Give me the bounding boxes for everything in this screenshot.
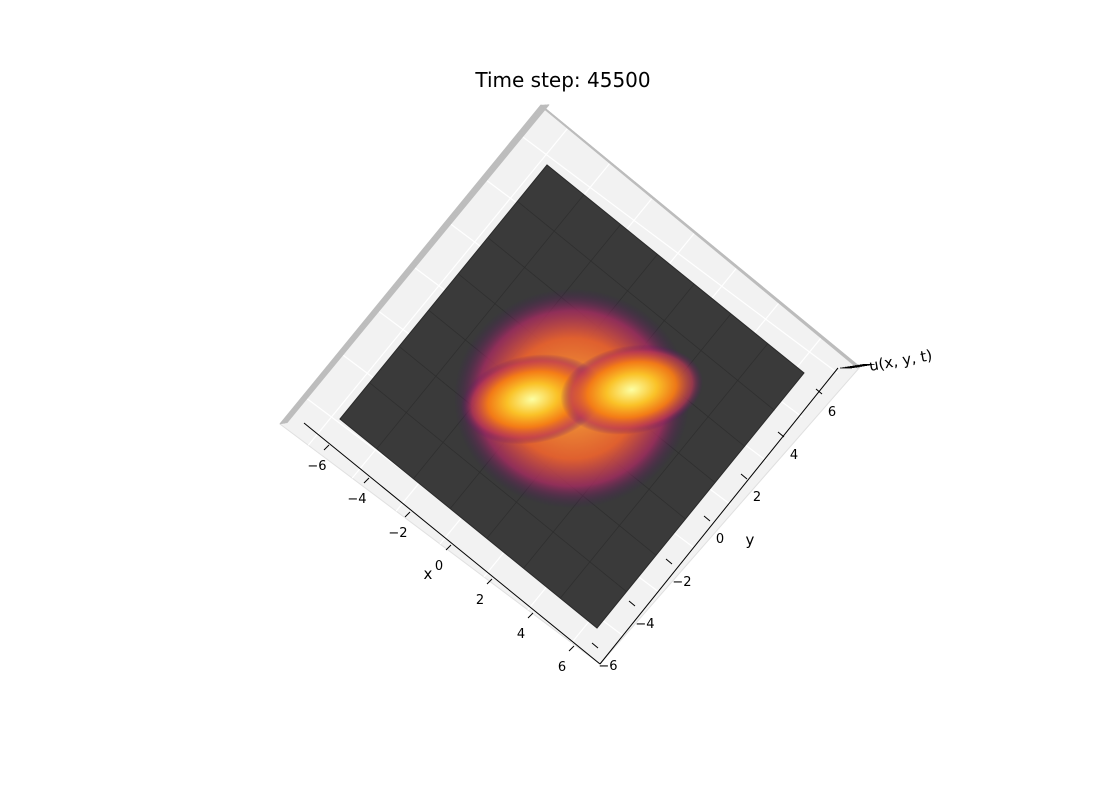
y-tick-mark xyxy=(591,642,599,649)
x-tick-label: −6 xyxy=(307,459,326,474)
y-tick-label: 6 xyxy=(828,405,836,420)
y-tick-label: −6 xyxy=(598,659,617,674)
x-tick-mark xyxy=(323,444,330,451)
mesh-line xyxy=(559,343,768,599)
x-axis-label: x xyxy=(424,565,433,583)
y-axis-line xyxy=(599,367,839,665)
y-tick-mark xyxy=(665,558,673,565)
back-pane-line xyxy=(286,104,550,424)
y-tick-label: 0 xyxy=(716,532,724,547)
x-tick-mark xyxy=(568,645,575,652)
z-axis-label: u(x, y, t) xyxy=(868,346,934,375)
grid-line xyxy=(517,132,839,374)
mesh-line xyxy=(376,194,585,450)
mesh-line xyxy=(369,382,627,593)
y-tick-mark xyxy=(815,388,823,395)
y-axis-label: y xyxy=(746,531,755,549)
y-tick-mark xyxy=(777,431,785,438)
y-tick-mark xyxy=(740,473,748,480)
x-tick-label: 4 xyxy=(517,627,525,642)
y-tick-mark xyxy=(703,515,711,522)
peak-2 xyxy=(560,344,704,435)
back-pane-line xyxy=(540,105,859,369)
x-tick-mark xyxy=(486,578,493,585)
y-tick-label: 2 xyxy=(753,490,761,505)
x-tick-label: 6 xyxy=(558,660,566,675)
x-tick-mark xyxy=(445,544,452,551)
x-tick-mark xyxy=(363,477,370,484)
y-tick-mark xyxy=(628,600,636,607)
x-tick-label: −2 xyxy=(388,526,407,541)
x-axis-line xyxy=(303,422,601,665)
axes xyxy=(303,367,839,665)
x-tick-label: 2 xyxy=(476,593,484,608)
x-tick-mark xyxy=(527,612,534,619)
x-tick-label: 0 xyxy=(435,559,443,574)
mesh-line xyxy=(517,200,775,411)
x-tick-mark xyxy=(404,511,411,518)
x-tick-label: −4 xyxy=(347,492,366,507)
chart-title: Time step: 45500 xyxy=(475,68,651,92)
z-axis xyxy=(840,363,875,369)
back-pane-edges xyxy=(279,104,861,425)
y-tick-label: 4 xyxy=(790,448,798,463)
y-tick-label: −4 xyxy=(635,617,654,632)
y-tick-label: −2 xyxy=(672,575,691,590)
